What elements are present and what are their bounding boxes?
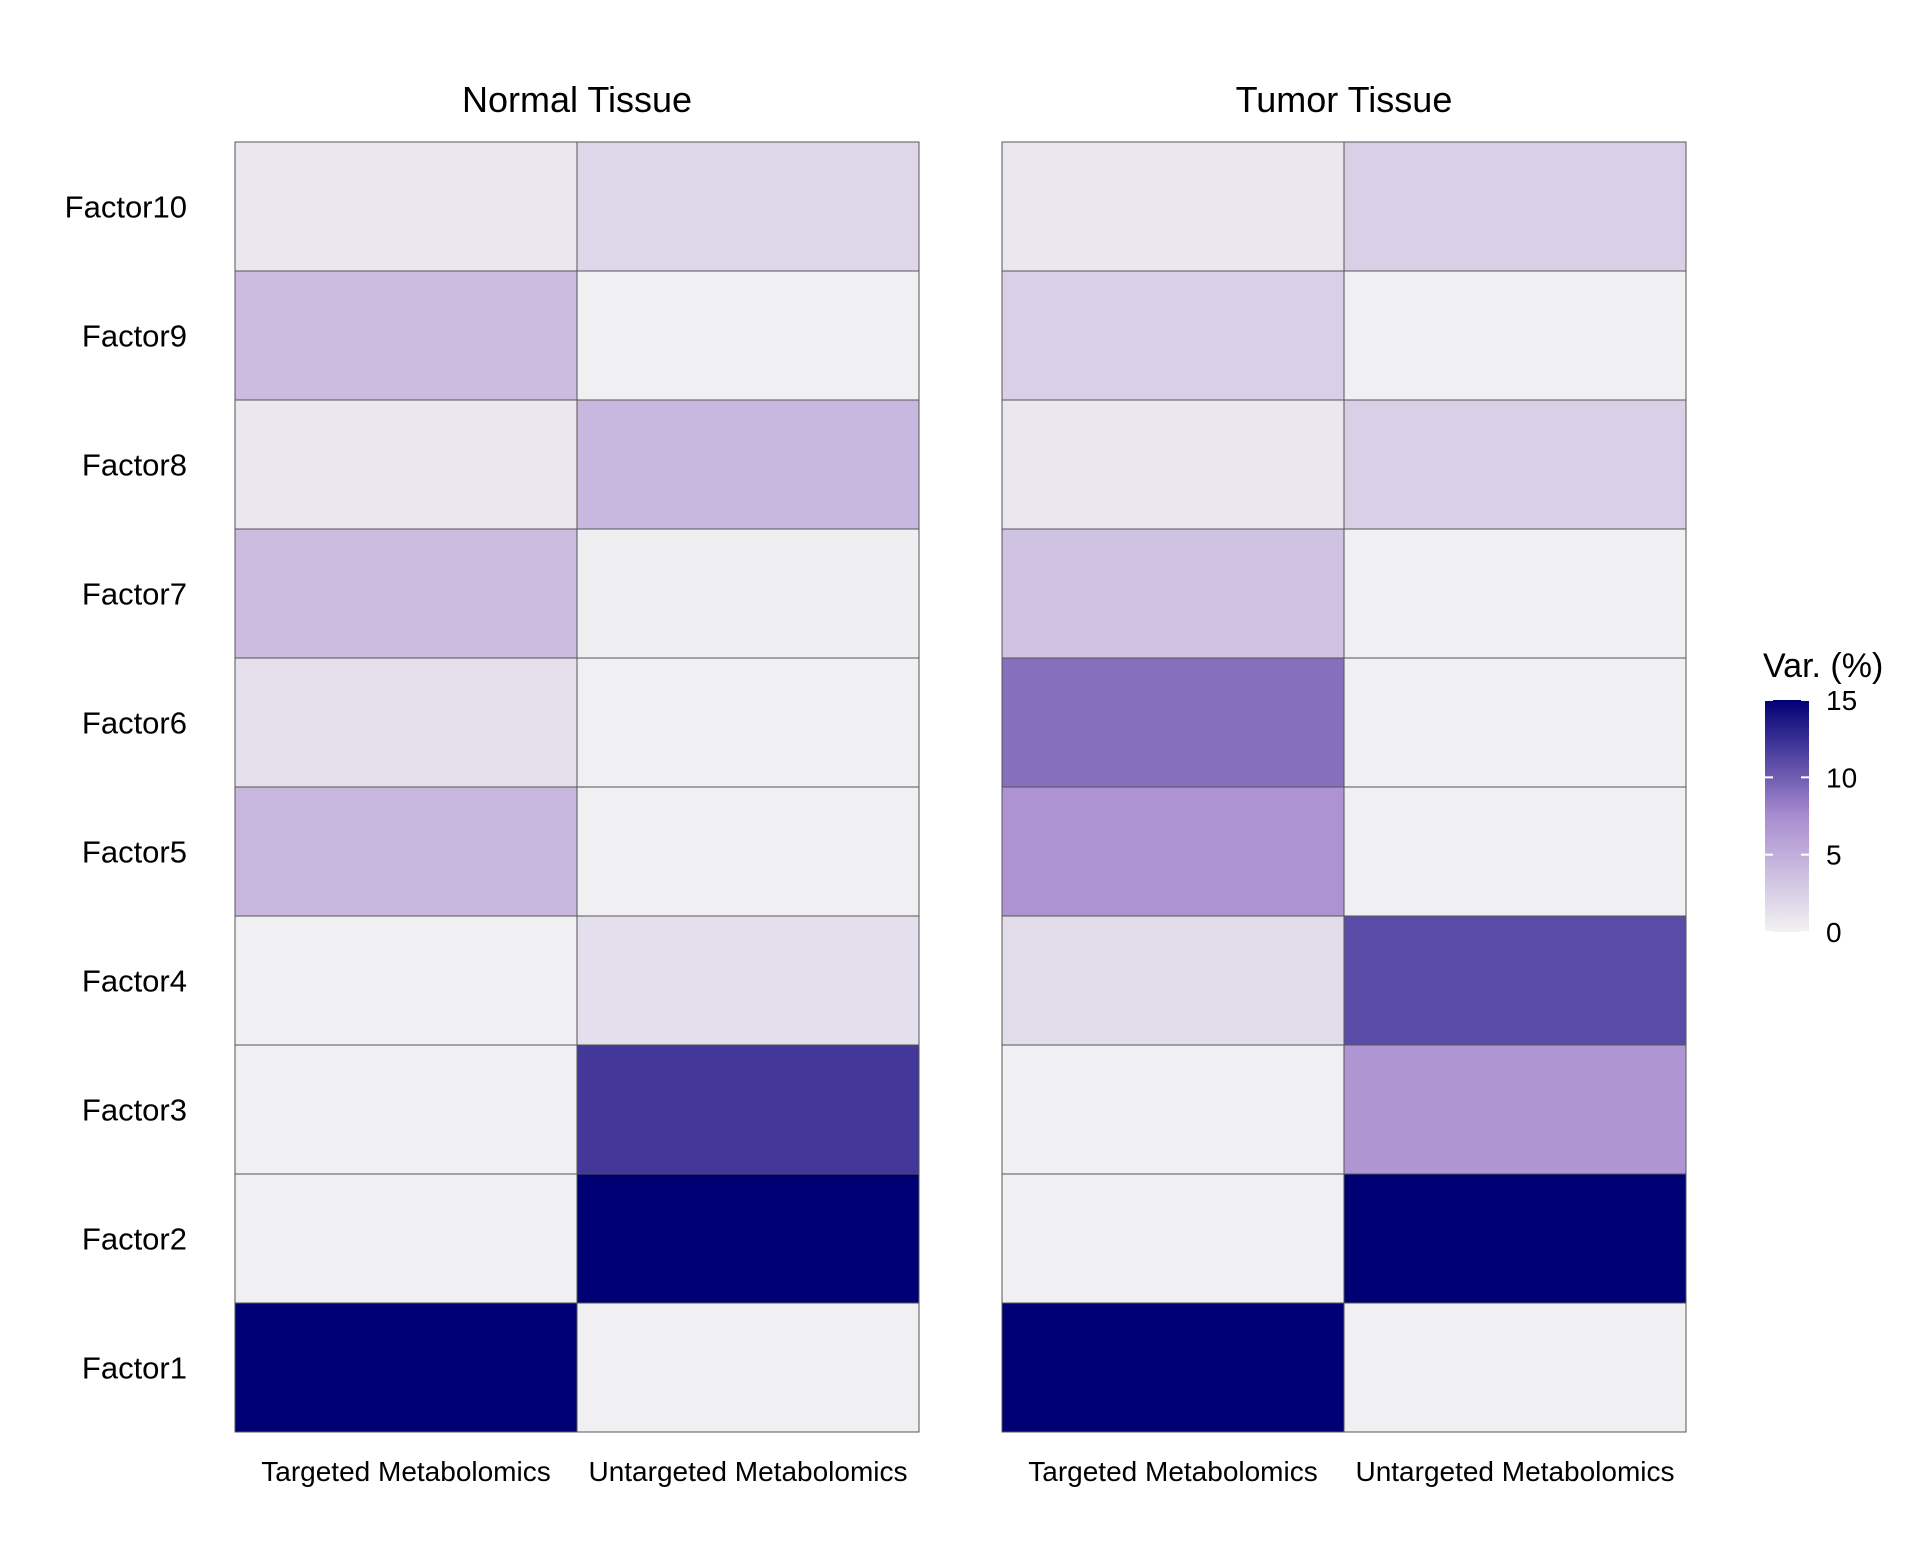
heatmap-cell [234,1302,578,1433]
heatmap-cell [234,399,578,530]
heatmap-cell [1001,786,1345,917]
row-label: Factor7 [82,577,187,612]
panels-layer: Normal Tissue Targeted Metabolomics Untarg… [234,79,1687,1487]
heatmap-cell [234,270,578,401]
heatmap-cell [576,399,920,530]
row-label: Factor5 [82,835,187,870]
heatmap-cell [234,657,578,788]
row-label: Factor10 [65,190,187,225]
heatmap-cell [1001,915,1345,1046]
heatmap-cell [234,915,578,1046]
heatmap-cell [576,141,920,272]
heatmap-cell [576,270,920,401]
heatmap-cell [1343,1302,1687,1433]
heatmap-cell [1343,915,1687,1046]
heatmap-cell [1001,528,1345,659]
heatmap-cell [1001,657,1345,788]
heatmap-cell [576,528,920,659]
heatmap-cell [576,1173,920,1304]
heatmap-cell [1343,1173,1687,1304]
heatmap-cell [234,786,578,917]
legend-tick-label: 5 [1826,840,1842,871]
legend-colorbar [1765,700,1809,932]
column-label: Targeted Metabolomics [261,1456,550,1487]
heatmap-cell [1343,141,1687,272]
heatmap-cell [1343,657,1687,788]
row-labels: Factor10 Factor9 Factor8 Factor7 Factor6 Fact… [65,190,187,1386]
heatmap-cell [576,1044,920,1175]
heatmap-cell [234,1173,578,1304]
heatmap-cell [576,786,920,917]
row-label: Factor3 [82,1093,187,1128]
row-label: Factor2 [82,1222,187,1257]
column-label: Targeted Metabolomics [1028,1456,1317,1487]
legend-tick-label: 0 [1826,917,1842,948]
heatmap-cell [234,141,578,272]
heatmap-cell [1343,786,1687,917]
heatmap-cell [234,1044,578,1175]
row-label: Factor1 [82,1351,187,1386]
legend-tick-label: 15 [1826,685,1857,716]
column-label: Untargeted Metabolomics [588,1456,907,1487]
panel-title: Normal Tissue [462,79,692,120]
row-label: Factor9 [82,319,187,354]
heatmap-cell [1001,1302,1345,1433]
color-legend: Var. (%) 15 10 5 0 [1763,647,1883,948]
row-label: Factor4 [82,964,187,999]
row-label: Factor6 [82,706,187,741]
heatmap-cell [1343,528,1687,659]
column-label: Untargeted Metabolomics [1355,1456,1674,1487]
heatmap-cell [1343,1044,1687,1175]
row-label: Factor8 [82,448,187,483]
legend-tick-label: 10 [1826,762,1857,793]
heatmap-cell [1343,270,1687,401]
heatmap-cell [1001,399,1345,530]
legend-title: Var. (%) [1763,647,1883,685]
panel-0: Normal Tissue Targeted Metabolomics Untarg… [234,79,920,1487]
heatmap-cell [1001,1044,1345,1175]
heatmap-cell [1001,1173,1345,1304]
heatmap-cell [1001,270,1345,401]
panel-title: Tumor Tissue [1236,79,1453,120]
heatmap-cell [576,657,920,788]
heatmap-cell [234,528,578,659]
heatmap-cell [576,915,920,1046]
panel-1: Tumor Tissue Targeted Metabolomics Untarge… [1001,79,1687,1487]
heatmap-cell [1001,141,1345,272]
heatmap-cell [1343,399,1687,530]
heatmap-cell [576,1302,920,1433]
